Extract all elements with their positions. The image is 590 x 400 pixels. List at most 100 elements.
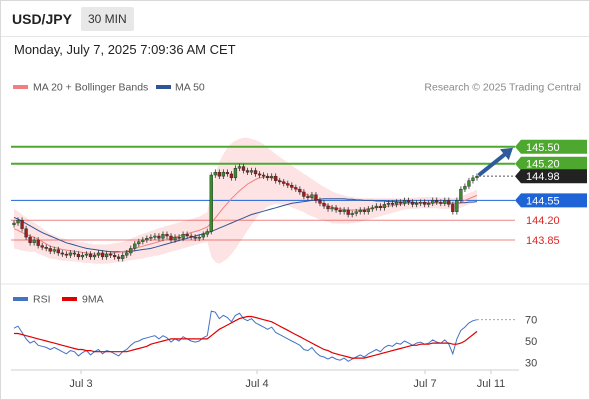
- candle-body: [451, 204, 455, 212]
- forecast-arrow-head: [500, 147, 513, 161]
- forecast-arrow-layer: [478, 147, 513, 177]
- rsi-tick-label: 70: [525, 315, 537, 327]
- candle-body: [40, 245, 44, 248]
- candle-body: [205, 231, 209, 235]
- candle-body: [338, 209, 342, 212]
- candle-body: [310, 194, 314, 198]
- symbol-label: USD/JPY: [12, 11, 72, 27]
- candle-body: [197, 236, 201, 239]
- candle-body: [463, 186, 467, 190]
- candle-body: [386, 203, 391, 205]
- candle-body: [334, 207, 338, 211]
- candle-body: [245, 170, 250, 173]
- candle-body: [274, 175, 278, 181]
- candle-body: [471, 177, 475, 181]
- candle-body: [406, 200, 411, 203]
- candle-body: [467, 180, 471, 187]
- candle-body: [253, 170, 258, 175]
- rsi-legend-label: RSI: [33, 294, 51, 306]
- candle-body: [447, 200, 451, 205]
- candle-body: [16, 219, 20, 224]
- candle-body: [193, 236, 197, 239]
- candle-body: [410, 201, 415, 205]
- candle-body: [60, 252, 64, 255]
- credit-label: Research © 2025 Trading Central: [424, 82, 581, 94]
- candle-body: [92, 254, 97, 258]
- ma20-legend-label: MA 20 + Bollinger Bands: [33, 82, 148, 94]
- candle-body: [354, 211, 358, 214]
- candle-body: [117, 256, 121, 259]
- price-legend: MA 20 + Bollinger Bands MA 50 Research ©…: [13, 82, 581, 94]
- rsi-ma-legend-swatch: [62, 297, 77, 301]
- price-tag-144.98: [515, 169, 587, 184]
- candle-body: [374, 205, 378, 208]
- candle-body: [229, 173, 234, 179]
- candle-body: [177, 236, 181, 239]
- price-tag-label: 145.20: [526, 159, 560, 171]
- candle-body: [36, 239, 40, 246]
- rsi-legend: RSI 9MA: [13, 294, 104, 306]
- candle-body: [161, 234, 165, 239]
- candle-body: [189, 235, 193, 238]
- x-axis-tick-label: Jul 3: [69, 378, 92, 390]
- candle-body: [225, 172, 230, 175]
- rsi-ma-line: [14, 315, 478, 359]
- candle-body: [398, 201, 403, 204]
- candle-body: [165, 234, 169, 237]
- candle-body: [286, 183, 290, 186]
- candle-body: [423, 201, 427, 205]
- candle-body: [129, 248, 133, 254]
- candle-body: [370, 207, 374, 210]
- candle-body: [137, 241, 141, 245]
- candle-body: [100, 252, 105, 258]
- candle-body: [84, 253, 89, 256]
- datetime-label: Monday, July 7, 2025 7:09:36 AM CET: [14, 42, 236, 57]
- rsi-line: [13, 310, 478, 362]
- candle-body: [209, 174, 213, 232]
- rsi-panel-layer: 30 50 70: [13, 310, 537, 369]
- candle-body: [298, 188, 302, 193]
- candle-body: [443, 200, 447, 204]
- rsi-legend-swatch: [13, 297, 28, 301]
- candle-body: [431, 200, 435, 204]
- x-axis-labels-layer: Jul 3 Jul 4 Jul 7 Jul 11: [69, 370, 505, 390]
- candle-body: [68, 252, 73, 256]
- candle-body: [125, 252, 129, 256]
- candle-body: [427, 203, 431, 205]
- price-tag-145.20: [515, 156, 587, 171]
- price-tag-label: 144.98: [526, 171, 560, 183]
- candle-body: [435, 200, 439, 203]
- ma20-line: [13, 176, 478, 255]
- candle-body: [241, 166, 246, 171]
- candle-body: [153, 235, 157, 238]
- period-selector[interactable]: 30 MIN: [81, 7, 134, 31]
- candle-body: [56, 249, 60, 254]
- ma20-legend-swatch: [13, 85, 28, 89]
- candle-body: [20, 219, 24, 229]
- candle-body: [108, 253, 113, 256]
- candle-body: [394, 201, 399, 205]
- candle-body: [362, 209, 366, 212]
- candle-body: [52, 249, 56, 252]
- candle-body: [330, 207, 334, 210]
- rsi-tick-label: 30: [525, 357, 537, 369]
- candle-body: [48, 248, 52, 252]
- candle-body: [414, 203, 419, 205]
- candle-body: [326, 205, 330, 210]
- candle-body: [290, 184, 294, 188]
- candle-body: [418, 201, 423, 204]
- candle-body: [173, 236, 177, 241]
- candle-body: [145, 238, 149, 241]
- candle-body: [80, 254, 85, 258]
- price-tag-145.50: [515, 139, 587, 154]
- candle-body: [261, 174, 266, 177]
- chart-header: USD/JPY 30 MIN: [1, 1, 589, 37]
- candle-body: [233, 168, 238, 179]
- candle-body: [390, 203, 395, 205]
- forecast-arrow-shaft: [478, 152, 507, 177]
- price-levels-layer: [11, 145, 515, 241]
- candle-body: [382, 204, 387, 208]
- candle-body: [302, 191, 306, 197]
